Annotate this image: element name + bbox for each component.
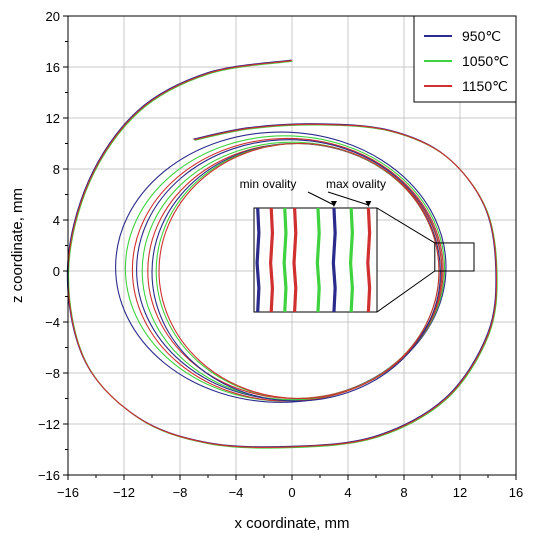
- annotation-arrow: [327, 191, 369, 206]
- y-axis-label: z coordinate, mm: [9, 188, 26, 303]
- x-tick-label: 16: [509, 485, 523, 500]
- inset-trajectory-line: [366, 207, 372, 313]
- y-tick-label: 0: [53, 264, 60, 279]
- y-tick-labels: −16 −12 −8 −4 0 4 8 12 16 20: [38, 9, 60, 483]
- inset-trajectory-line: [269, 207, 275, 313]
- inset-annotation: min ovality: [240, 177, 297, 191]
- y-tick-label: 12: [46, 111, 60, 126]
- x-tick-label: −8: [173, 485, 188, 500]
- x-tick-label: 4: [344, 485, 351, 500]
- inset-trajectory-line: [315, 207, 321, 313]
- axis-ticks: [63, 15, 517, 480]
- zoom-box: [434, 242, 475, 272]
- x-tick-label: −4: [229, 485, 244, 500]
- spiral-trajectory: [67, 60, 498, 449]
- inset-magnified-view: min ovality max ovality: [240, 177, 386, 313]
- x-tick-label: −16: [57, 485, 79, 500]
- x-tick-label: 8: [400, 485, 407, 500]
- trajectory-spiral: [66, 59, 498, 449]
- x-tick-label: −12: [113, 485, 135, 500]
- annotation-arrowhead: [365, 201, 372, 207]
- legend: 950℃ 1050℃ 1150℃: [413, 15, 517, 103]
- legend-label: 950℃: [462, 28, 501, 44]
- annotation-arrow: [307, 191, 335, 206]
- y-tick-label: −4: [45, 315, 60, 330]
- y-tick-label: 20: [46, 9, 60, 24]
- inset-box: [253, 207, 378, 313]
- legend-box: [413, 15, 517, 103]
- y-tick-label: 8: [53, 162, 60, 177]
- inset-annotation: max ovality: [326, 177, 386, 191]
- x-axis-label: x coordinate, mm: [234, 515, 349, 532]
- inset-trajectory-line: [282, 207, 288, 313]
- inset-trajectory-line: [348, 207, 354, 313]
- x-tick-label: 12: [453, 485, 467, 500]
- trajectory-loop: [115, 131, 447, 403]
- inset-trajectory-line: [255, 207, 261, 313]
- inset-trajectory-line: [331, 207, 337, 313]
- y-tick-label: −12: [38, 417, 60, 432]
- y-tick-label: 4: [53, 213, 60, 228]
- callout-line: [376, 207, 436, 244]
- inset-trajectory-line: [292, 207, 298, 313]
- y-tick-label: 16: [46, 60, 60, 75]
- x-tick-labels: −16 −12 −8 −4 0 4 8 12 16: [57, 485, 523, 500]
- zoom-callout: [376, 207, 475, 313]
- y-tick-label: −16: [38, 468, 60, 483]
- annotation-arrowhead: [330, 201, 337, 207]
- legend-label: 1150℃: [462, 78, 508, 94]
- legend-label: 1050℃: [462, 53, 509, 69]
- y-tick-label: −8: [45, 366, 60, 381]
- callout-line: [376, 270, 436, 313]
- x-tick-label: 0: [288, 485, 295, 500]
